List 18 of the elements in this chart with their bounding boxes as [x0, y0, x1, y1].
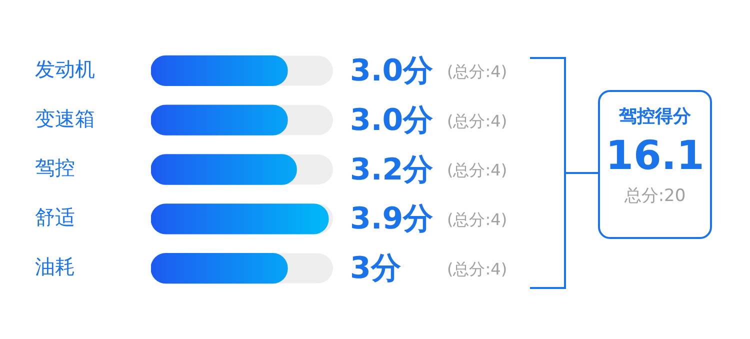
- text: (总分:4): [447, 210, 508, 230]
- data-label: 3.9分: [350, 202, 434, 237]
- y-tick-label: 舒适: [35, 205, 75, 230]
- text: (总分:4): [447, 259, 508, 278]
- text: (总分:4): [447, 111, 508, 130]
- data-label: 3.0分: [350, 102, 434, 138]
- text: 驾控得分: [618, 105, 692, 128]
- text: (总分:4): [447, 62, 508, 81]
- y-tick-label: 驾控: [35, 156, 75, 180]
- text: (总分:4): [447, 160, 508, 180]
- text: 总分:20: [623, 185, 687, 207]
- y-tick-label: 变速箱: [35, 106, 95, 130]
- data-label: 3分: [350, 251, 401, 286]
- text: 16.1: [604, 132, 706, 181]
- y-tick-label: 油耗: [35, 254, 75, 279]
- data-label: 3.2分: [350, 152, 434, 188]
- data-label: 3.0分: [350, 53, 434, 88]
- y-tick-label: 发动机: [35, 56, 95, 81]
